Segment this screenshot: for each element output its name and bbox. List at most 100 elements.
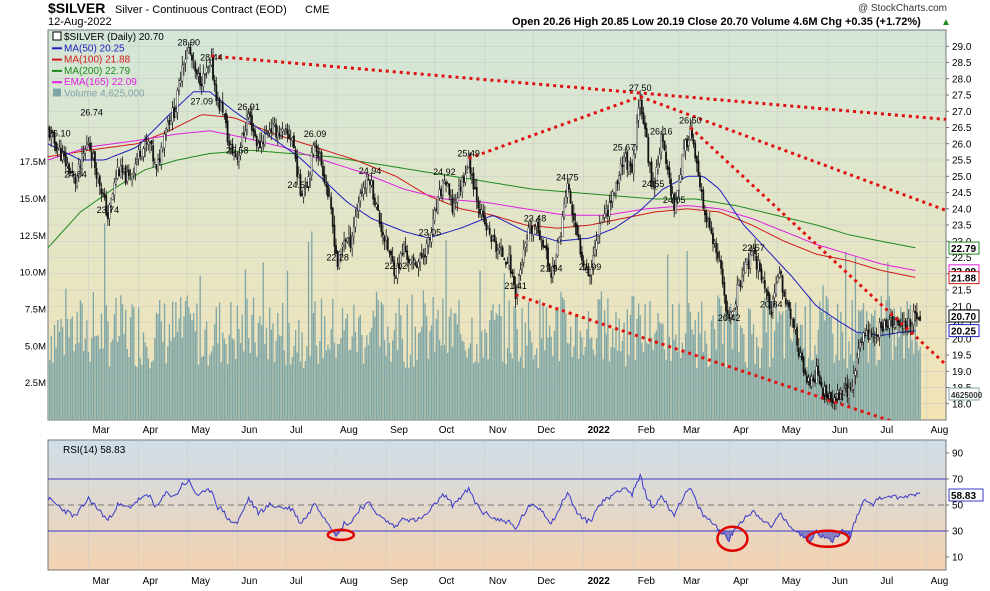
volume-bar: [867, 362, 870, 420]
candle-body: [773, 292, 776, 298]
volume-bar: [678, 303, 680, 420]
candle-body: [438, 189, 441, 198]
candle-body: [56, 148, 59, 151]
volume-bar: [851, 300, 853, 420]
volume-bar: [341, 308, 344, 420]
price-annotation: 26.50: [679, 116, 702, 126]
candle-body: [640, 99, 643, 115]
volume-bar: [188, 307, 190, 420]
volume-bar: [602, 359, 604, 420]
candle-body: [199, 72, 201, 86]
candle-body: [697, 160, 700, 177]
volume-bar: [752, 324, 755, 420]
candle-body: [780, 271, 782, 275]
candle-body: [767, 290, 769, 297]
candle-body: [791, 317, 794, 320]
volume-bar: [584, 346, 586, 420]
volume-bar: [634, 359, 637, 420]
candle-body: [352, 226, 355, 238]
candle-body: [85, 144, 88, 150]
volume-bar: [199, 275, 201, 420]
volume-bar: [762, 308, 764, 420]
volume-bar: [904, 326, 907, 420]
price-annotation: 27.50: [629, 83, 652, 93]
candle-body: [205, 67, 208, 73]
candle-body: [579, 238, 582, 255]
candle-body: [493, 234, 496, 242]
candle-body: [286, 129, 289, 135]
candle-body: [498, 247, 501, 251]
candle-body: [885, 319, 888, 327]
candle-body: [564, 196, 567, 207]
legend-label: $SILVER (Daily) 20.70: [64, 32, 164, 43]
candle-body: [262, 142, 265, 144]
price-annotation: 26.09: [304, 129, 327, 139]
volume-tick-label: 17.5M: [20, 157, 46, 168]
volume-bar: [472, 363, 475, 420]
volume-bar: [756, 337, 758, 420]
volume-bar: [883, 320, 886, 420]
volume-bar: [746, 367, 748, 420]
volume-bar: [463, 341, 465, 420]
volume-bar: [605, 333, 607, 420]
volume-bar: [887, 262, 889, 420]
candle-body: [394, 276, 397, 279]
volume-bar: [616, 350, 619, 420]
volume-bar: [673, 340, 675, 420]
candle-body: [108, 204, 111, 220]
volume-bar: [186, 295, 188, 420]
candle-body: [775, 283, 778, 295]
rsi-highlight-circle: [326, 528, 356, 542]
price-x-label: Apr: [143, 425, 159, 436]
volume-bar: [487, 359, 489, 420]
volume-bar: [379, 346, 381, 420]
candle-body: [786, 304, 789, 306]
candle-body: [649, 163, 651, 165]
volume-bar: [142, 332, 145, 420]
volume-bar: [835, 354, 837, 420]
volume-bar: [251, 315, 253, 420]
volume-bar: [505, 364, 507, 420]
volume-bar: [615, 311, 617, 420]
volume-bar: [757, 346, 760, 420]
candle-body: [830, 391, 833, 403]
price-annotation: 26.16: [650, 127, 673, 137]
volume-bar: [311, 231, 313, 420]
candle-body: [524, 242, 527, 248]
volume-bar: [434, 351, 436, 420]
candle-body: [459, 186, 462, 192]
candle-body: [670, 178, 672, 196]
volume-bar: [489, 320, 491, 420]
price-annotation: 22.02: [385, 261, 408, 271]
candle-body: [136, 159, 138, 162]
candle-body: [563, 203, 566, 218]
candle-body: [637, 107, 640, 121]
volume-bar: [481, 331, 483, 420]
price-annotation: 24.55: [642, 179, 665, 189]
candle-body: [144, 141, 146, 149]
candle-body: [485, 223, 488, 231]
candle-body: [652, 181, 655, 188]
volume-bar: [659, 322, 661, 420]
volume-bar: [561, 297, 564, 420]
volume-bar: [660, 324, 662, 420]
candle-body: [181, 65, 184, 82]
volume-bar: [214, 324, 216, 420]
candle-body: [914, 310, 917, 314]
volume-bar: [799, 324, 802, 420]
volume-tick-label: 15.0M: [20, 194, 46, 205]
volume-bar: [521, 308, 523, 420]
volume-bar: [566, 343, 569, 420]
volume-bar: [134, 365, 137, 420]
candle-body: [428, 238, 431, 240]
candle-body: [375, 204, 378, 208]
volume-bar: [183, 316, 185, 420]
volume-bar: [120, 295, 122, 420]
volume-bar: [769, 366, 771, 420]
candle-body: [504, 261, 507, 265]
candle-body: [60, 148, 62, 161]
candle-body: [843, 388, 845, 395]
candle-body: [128, 169, 130, 177]
volume-bar: [527, 302, 530, 420]
